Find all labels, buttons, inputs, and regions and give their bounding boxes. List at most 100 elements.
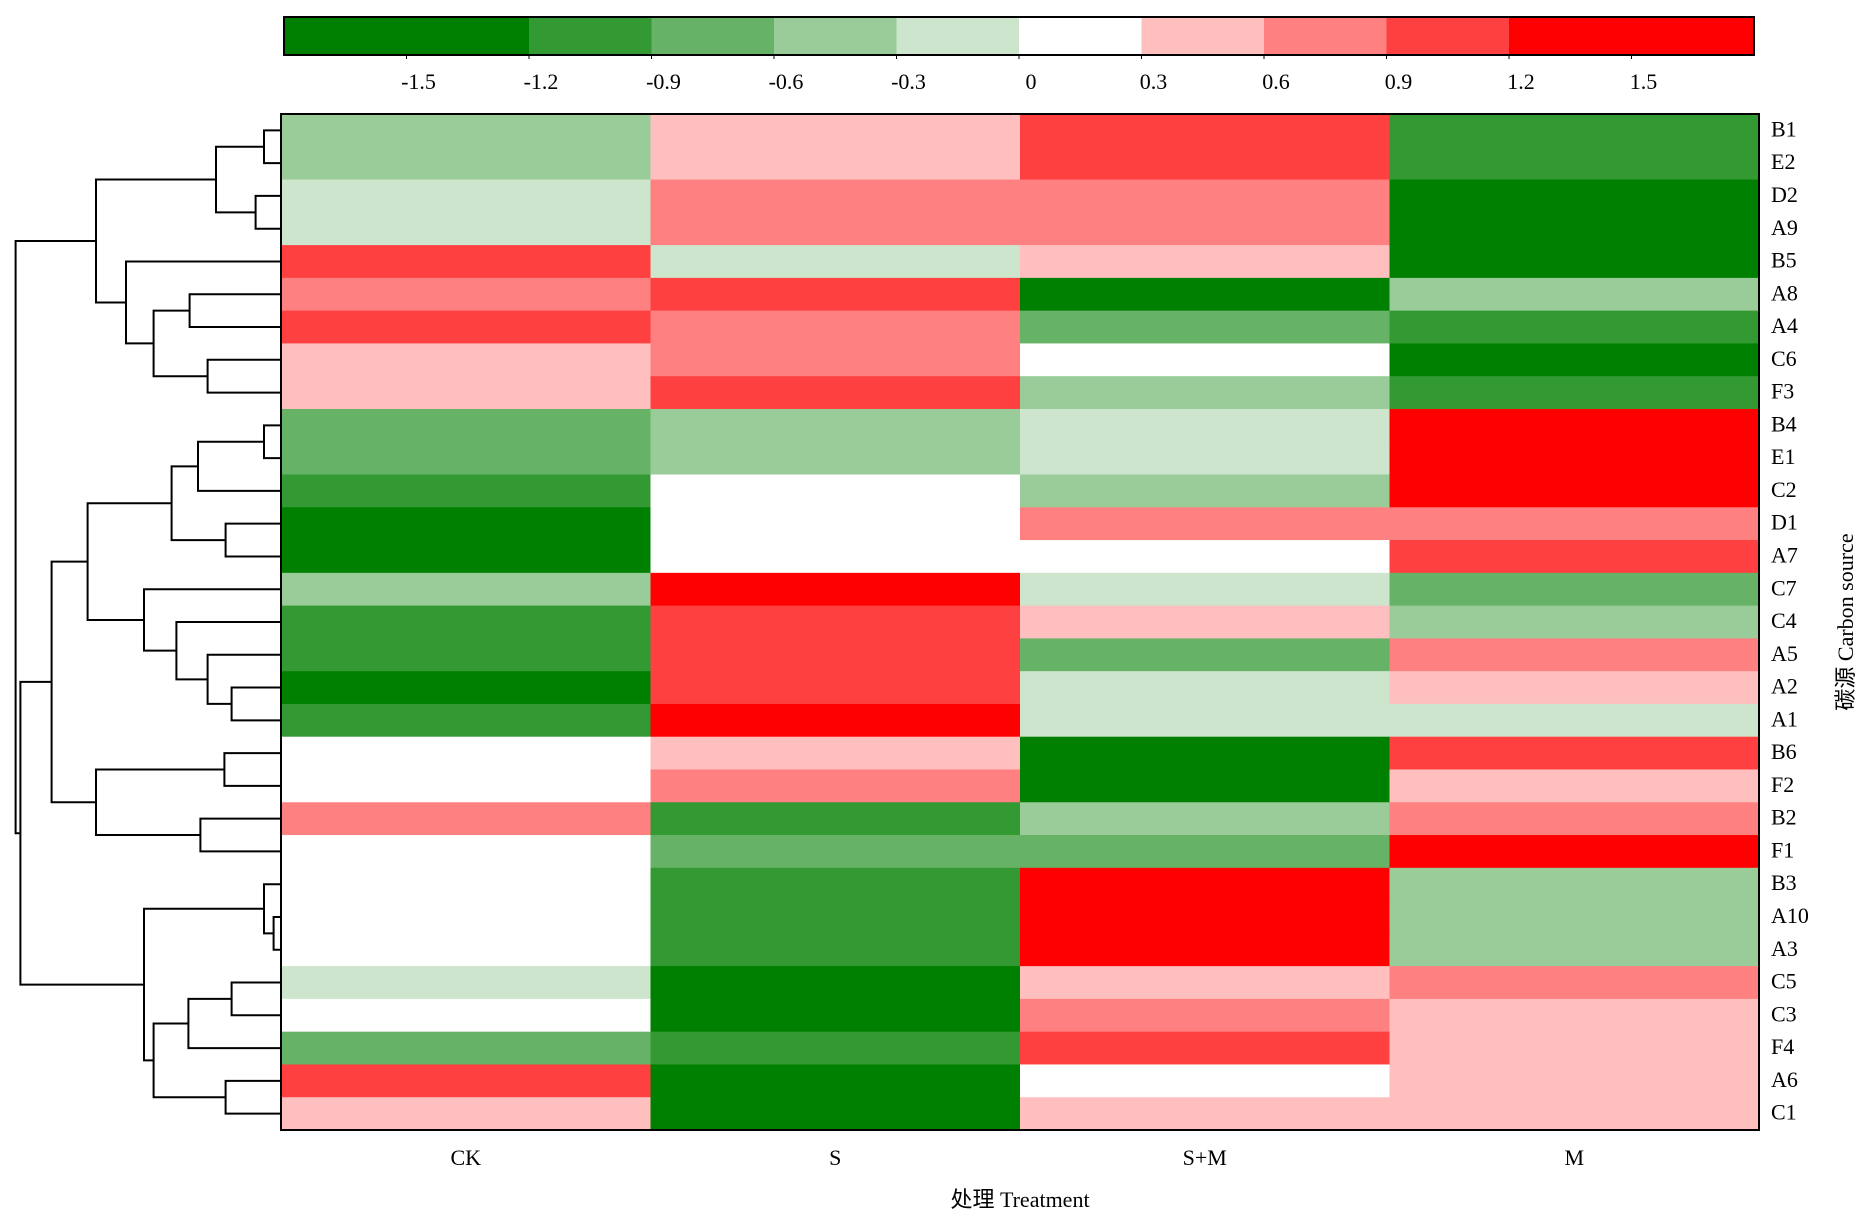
dendrogram-link (230, 686, 281, 722)
dendrogram-link (143, 907, 264, 1062)
colorbar-segment (406, 17, 530, 55)
heatmap-cell (650, 1031, 1021, 1065)
heatmap-cell (1020, 867, 1390, 902)
heatmap-cell (1020, 703, 1390, 738)
dendrogram-link (199, 817, 281, 853)
y-tick-label: A2 (1771, 674, 1798, 699)
y-tick-label: F2 (1771, 772, 1794, 797)
heatmap-cell (1020, 835, 1390, 869)
heatmap-cell (281, 1064, 651, 1098)
y-tick-label: A10 (1771, 903, 1809, 928)
heatmap-cell (1389, 1097, 1760, 1131)
heatmap-cell (281, 441, 651, 476)
heatmap-cell (650, 572, 1021, 607)
colorbar-segment (284, 17, 407, 55)
heatmap-cell (1020, 900, 1390, 934)
heatmap-cell (281, 114, 651, 148)
dendrogram-link (206, 653, 281, 705)
heatmap-cell (1389, 114, 1760, 148)
y-tick-label: F3 (1771, 379, 1794, 404)
heatmap-cell (1389, 572, 1760, 607)
y-tick-label: C7 (1771, 575, 1797, 600)
heatmap-cell (281, 638, 651, 672)
y-tick-label: B6 (1771, 739, 1797, 764)
colorbar-segment (1386, 17, 1510, 55)
heatmap-cell (650, 507, 1021, 541)
heatmap-cell (1020, 966, 1390, 1000)
heatmap-cell (281, 146, 651, 181)
colorbar-tick-label: -0.3 (891, 69, 926, 94)
dendrogram-link (263, 424, 281, 460)
heatmap-cell (1020, 802, 1390, 836)
colorbar-tick-label: -1.2 (524, 69, 559, 94)
heatmap-cell (1389, 343, 1760, 377)
heatmap-cell (650, 245, 1021, 279)
heatmap-cell (1389, 310, 1760, 344)
colorbar-tick-label: -0.9 (646, 69, 681, 94)
heatmap-cell (1020, 277, 1390, 312)
heatmap-cell (281, 310, 651, 344)
heatmap-cell (281, 900, 651, 934)
x-tick-label: S (829, 1145, 841, 1170)
heatmap-cell (1389, 376, 1760, 410)
heatmap-cell (1389, 835, 1760, 869)
heatmap-cell (1020, 310, 1390, 344)
heatmap-cell (1389, 933, 1760, 967)
heatmap-cells (281, 114, 1760, 1131)
colorbar-segment (651, 17, 775, 55)
heatmap-cell (650, 1064, 1021, 1098)
heatmap-cell (1020, 933, 1390, 967)
heatmap-cell (281, 933, 651, 967)
dendrogram-link (152, 309, 208, 378)
heatmap-cell (1020, 376, 1390, 410)
heatmap-cell (650, 310, 1021, 344)
y-tick-label: C3 (1771, 1001, 1797, 1026)
heatmap-cell (650, 900, 1021, 934)
heatmap-cell (1389, 1031, 1760, 1065)
heatmap-cell (1389, 179, 1760, 213)
heatmap-cell (281, 736, 651, 770)
heatmap-cell (1389, 736, 1760, 770)
colorbar-segment (896, 17, 1020, 55)
dendrogram-link (223, 752, 281, 787)
heatmap-cell (1020, 179, 1390, 213)
heatmap-cell (1389, 867, 1760, 902)
heatmap-cell (1020, 343, 1390, 377)
heatmap-cell (650, 376, 1021, 410)
heatmap-cell (1389, 408, 1760, 443)
heatmap-cell (1389, 769, 1760, 803)
dendrogram-link (215, 145, 264, 214)
heatmap-cell (1389, 245, 1760, 279)
heatmap-cell (1020, 1097, 1390, 1131)
heatmap-cell (1389, 900, 1760, 934)
colorbar-tick-label: 1.2 (1507, 69, 1535, 94)
y-axis-title: 碳源 Carbon source (1833, 533, 1858, 710)
heatmap-cell (650, 933, 1021, 967)
colorbar-segment (1141, 17, 1265, 55)
dendrogram-link (50, 560, 96, 804)
heatmap-cell (650, 212, 1021, 246)
heatmap-cell (650, 671, 1021, 705)
dendrogram-link (224, 1079, 281, 1115)
x-tick-label: CK (450, 1145, 481, 1170)
heatmap-cell (281, 671, 651, 705)
y-tick-label: A4 (1771, 313, 1798, 338)
y-tick-label: A5 (1771, 641, 1798, 666)
heatmap-cell (1020, 245, 1390, 279)
colorbar-segment (1019, 17, 1142, 55)
heatmap-cell (1020, 638, 1390, 672)
colorbar-tick-label: 1.5 (1630, 69, 1658, 94)
colorbar-tick-label: 0.3 (1140, 69, 1168, 94)
heatmap-cell (650, 736, 1021, 770)
heatmap-cell (281, 769, 651, 803)
heatmap-cell (281, 1031, 651, 1065)
heatmap-cell (1020, 671, 1390, 705)
dendrogram-link (143, 588, 281, 652)
heatmap-cell (1389, 507, 1760, 541)
dendrogram-link (188, 293, 281, 329)
heatmap-cell (1389, 146, 1760, 181)
heatmap-cell (1389, 605, 1760, 639)
y-tick-label: A3 (1771, 936, 1798, 961)
dendrogram-link (19, 680, 144, 986)
heatmap-cell (281, 540, 651, 574)
